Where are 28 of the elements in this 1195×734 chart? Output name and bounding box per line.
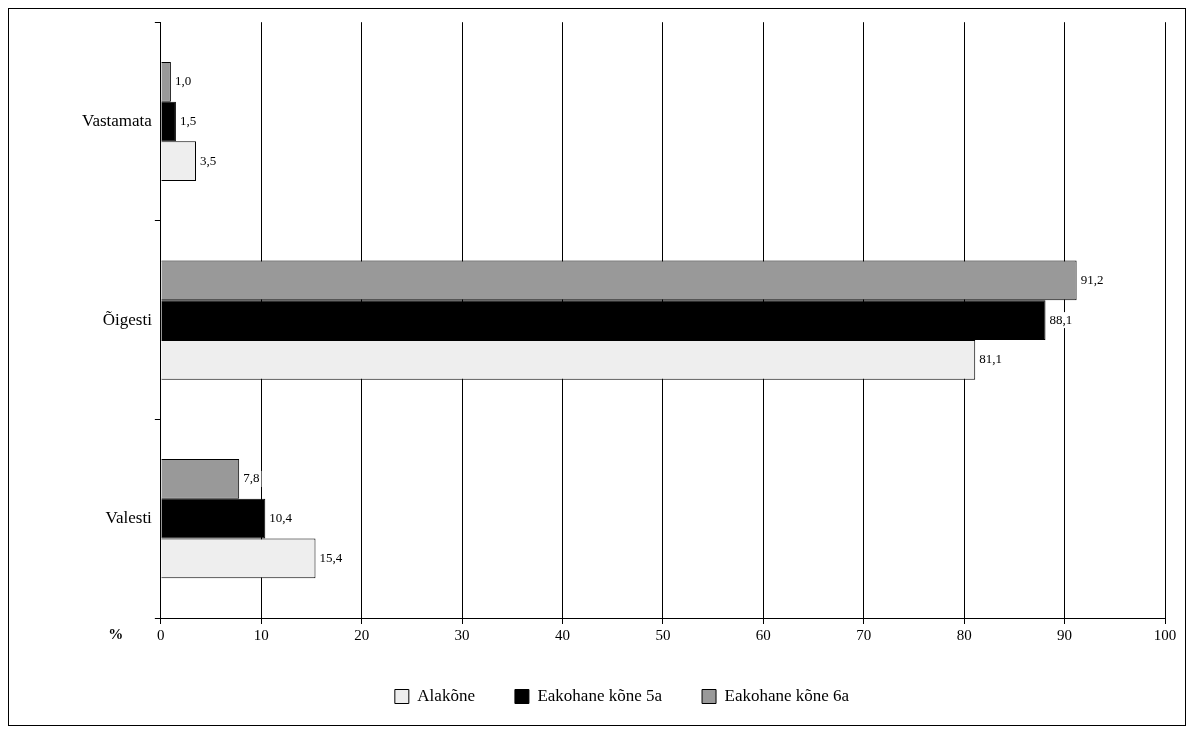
data-label: 81,1 xyxy=(979,351,1002,367)
x-tick-label: 10 xyxy=(253,626,269,643)
x-axis-title: % xyxy=(108,626,124,643)
x-tick-label: 40 xyxy=(555,626,571,643)
x-tick-label: 60 xyxy=(755,626,771,643)
x-tick-label: 50 xyxy=(655,626,671,643)
legend-label: Eakohane kõne 6a xyxy=(724,685,850,705)
legend-label: Eakohane kõne 5a xyxy=(537,685,663,705)
y-tick-label: Valesti xyxy=(105,508,153,528)
data-label: 1,0 xyxy=(174,73,192,89)
data-label: 91,2 xyxy=(1080,271,1104,287)
bar xyxy=(161,101,176,142)
data-label: 10,4 xyxy=(269,510,293,526)
x-tick-label: 30 xyxy=(454,626,470,643)
data-label: 3,5 xyxy=(200,152,217,168)
data-label: 88,1 xyxy=(1049,311,1073,327)
x-tick-label: 90 xyxy=(1057,626,1073,643)
x-tick-label: 0 xyxy=(157,626,165,643)
y-tick-label: Õigesti xyxy=(102,309,153,329)
data-label: 7,8 xyxy=(243,470,260,486)
x-tick-label: 80 xyxy=(956,626,972,643)
data-label: 1,5 xyxy=(179,112,197,128)
legend-label: Alakõne xyxy=(417,685,475,705)
y-tick-label: Vastamata xyxy=(82,110,153,130)
x-tick-label: 70 xyxy=(856,626,872,643)
x-tick-label: 20 xyxy=(354,626,370,643)
data-label: 15,4 xyxy=(319,549,343,565)
x-tick-label: 100 xyxy=(1153,626,1177,643)
